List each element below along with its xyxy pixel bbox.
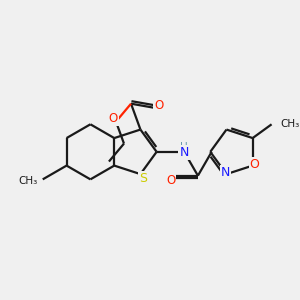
Text: CH₃: CH₃	[281, 119, 300, 129]
Text: N: N	[221, 166, 230, 179]
Text: O: O	[166, 174, 176, 187]
Text: O: O	[154, 99, 163, 112]
Text: N: N	[179, 146, 189, 159]
Text: O: O	[109, 112, 118, 125]
Text: H: H	[180, 142, 188, 152]
Text: O: O	[250, 158, 260, 171]
Text: S: S	[139, 172, 147, 185]
Text: CH₃: CH₃	[18, 176, 37, 186]
